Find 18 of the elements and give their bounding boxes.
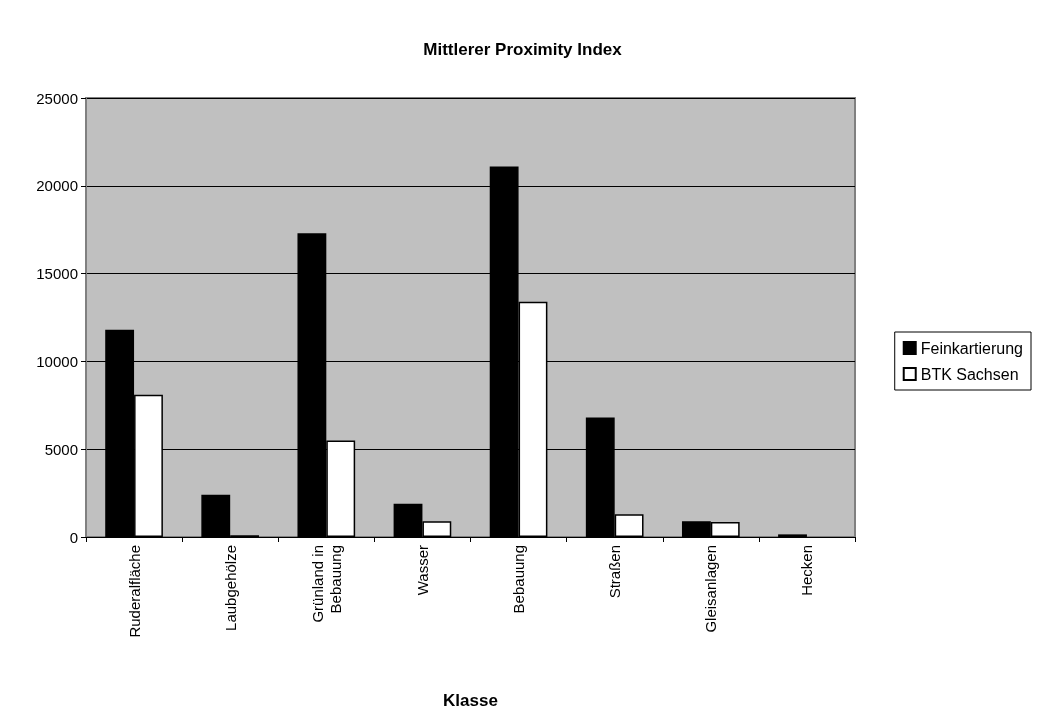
x-tick-label: Bebauung [510, 545, 528, 614]
legend-label: Feinkartierung [920, 339, 1024, 357]
x-tick-label: Grünland in Bebauung [308, 545, 344, 623]
x-axis-title: Klasse [443, 691, 498, 710]
x-tick-label: Laubgehölze [221, 545, 239, 631]
y-tick-label: 0 [69, 528, 78, 546]
x-tick-label: Wasser [413, 545, 431, 596]
y-tick-label: 5000 [44, 440, 78, 458]
x-tick-label: Straßen [606, 545, 624, 599]
y-tick-label: 15000 [36, 265, 78, 283]
x-tick-label: Ruderalfläche [125, 545, 143, 638]
y-tick-label: 20000 [36, 177, 78, 195]
chart-title: Mittlerer Proximity Index [423, 40, 623, 59]
x-tick-label: Hecken [798, 545, 816, 596]
legend-label: BTK Sachsen [920, 365, 1019, 383]
y-tick-label: 25000 [36, 89, 78, 107]
y-tick-label: 10000 [36, 352, 78, 370]
x-tick-label: Gleisanlagen [702, 545, 720, 633]
